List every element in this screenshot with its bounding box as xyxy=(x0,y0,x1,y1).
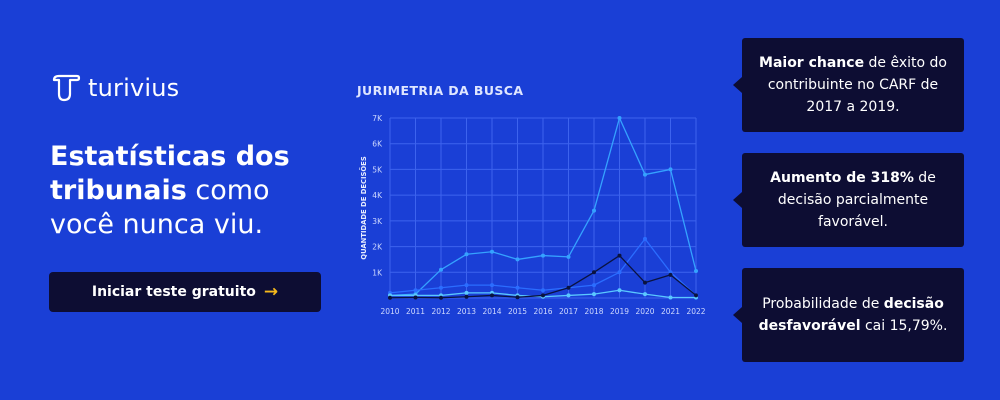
headline-bold: Estatísticas dos tribunais xyxy=(50,141,290,206)
series-point-3 xyxy=(592,292,596,297)
series-point-3 xyxy=(566,293,571,298)
y-tick-label: 6K xyxy=(372,140,383,149)
x-tick-label: 2020 xyxy=(635,307,654,316)
headline: Estatísticas dos tribunais como você nun… xyxy=(50,140,340,242)
series-point-1 xyxy=(490,249,494,254)
series-point-1 xyxy=(668,167,673,172)
series-point-2 xyxy=(592,283,596,288)
x-tick-label: 2010 xyxy=(380,307,399,316)
chart-title: JURIMETRIA DA BUSCA xyxy=(357,83,524,98)
x-tick-label: 2012 xyxy=(431,307,450,316)
series-point-4 xyxy=(388,295,392,300)
series-point-1 xyxy=(541,253,545,258)
series-point-4 xyxy=(617,253,622,258)
series-point-1 xyxy=(566,254,571,259)
series-point-1 xyxy=(515,257,520,262)
y-tick-label: 4K xyxy=(372,191,383,200)
x-tick-label: 2016 xyxy=(533,307,552,316)
arrow-right-icon: → xyxy=(263,282,279,302)
series-point-3 xyxy=(668,295,673,300)
series-point-3 xyxy=(464,290,469,295)
stat-card-3-bold: decisão desfavorável xyxy=(758,296,944,334)
series-point-2 xyxy=(515,285,520,290)
series-point-2 xyxy=(617,270,622,275)
stat-card-1: Maior chance de êxito do contribuinte no… xyxy=(733,38,964,132)
x-tick-label: 2015 xyxy=(508,307,527,316)
x-tick-label: 2022 xyxy=(686,307,705,316)
y-tick-label: 2K xyxy=(372,243,383,252)
x-tick-label: 2018 xyxy=(584,307,603,316)
series-point-4 xyxy=(694,293,698,298)
x-tick-label: 2011 xyxy=(406,307,425,316)
series-point-1 xyxy=(439,267,443,272)
series-point-4 xyxy=(668,272,673,277)
x-tick-label: 2014 xyxy=(482,307,501,316)
stat-card-1-text: de êxito do contribuinte no CARF de 2017… xyxy=(767,55,947,115)
series-point-4 xyxy=(439,295,443,300)
series-point-2 xyxy=(464,283,469,288)
stat-card-2-bold: Aumento de 318% xyxy=(770,170,914,186)
y-tick-label: 3K xyxy=(372,217,383,226)
stat-card-3-pre: Probabilidade de xyxy=(762,296,884,312)
series-point-1 xyxy=(592,208,596,213)
brand-name: turivius xyxy=(88,74,180,102)
x-tick-label: 2019 xyxy=(610,307,629,316)
series-point-2 xyxy=(439,285,443,290)
series-point-3 xyxy=(617,288,622,293)
x-tick-label: 2017 xyxy=(559,307,578,316)
stat-card-1-bold: Maior chance xyxy=(759,55,865,71)
series-point-2 xyxy=(413,288,418,293)
series-point-2 xyxy=(643,236,647,241)
series-point-4 xyxy=(464,294,469,299)
stat-card-2: Aumento de 318% de decisão parcialmente … xyxy=(733,153,964,247)
series-point-4 xyxy=(515,295,520,300)
series-point-4 xyxy=(541,293,545,298)
series-point-4 xyxy=(413,295,418,300)
stat-card-3-text: cai 15,79%. xyxy=(860,318,948,334)
stat-card-3: Probabilidade de decisão desfavorável ca… xyxy=(733,268,964,362)
series-point-1 xyxy=(643,172,647,177)
series-point-2 xyxy=(490,283,494,288)
series-point-1 xyxy=(694,269,698,273)
turivius-logo-icon xyxy=(52,74,81,102)
series-point-4 xyxy=(490,293,494,298)
start-trial-button[interactable]: Iniciar teste gratuito → xyxy=(49,272,321,312)
headline-rest: como você nunca viu. xyxy=(50,175,270,240)
y-tick-label: 1K xyxy=(372,268,383,277)
series-point-2 xyxy=(541,288,545,293)
y-tick-label: 5K xyxy=(372,165,383,174)
brand-logo: turivius xyxy=(50,72,179,104)
line-chart: 1K 2K 3K 4K 5K 6K 7K 2010 2011 2012 2013 2014 2015 20… xyxy=(359,114,706,316)
series-point-3 xyxy=(643,292,647,297)
y-axis-label: QUANTIDADE DE DECISÕES xyxy=(359,156,368,260)
series-point-4 xyxy=(592,270,596,275)
series-point-1 xyxy=(617,116,622,120)
series-point-4 xyxy=(566,285,571,290)
x-tick-label: 2013 xyxy=(457,307,476,316)
start-trial-label: Iniciar teste gratuito xyxy=(91,284,256,300)
series-point-4 xyxy=(643,280,647,285)
stat-card-2-text: de decisão parcialmente favorável. xyxy=(777,170,936,230)
y-tick-label: 7K xyxy=(372,114,383,123)
x-tick-label: 2021 xyxy=(661,307,680,316)
series-point-1 xyxy=(464,252,469,257)
